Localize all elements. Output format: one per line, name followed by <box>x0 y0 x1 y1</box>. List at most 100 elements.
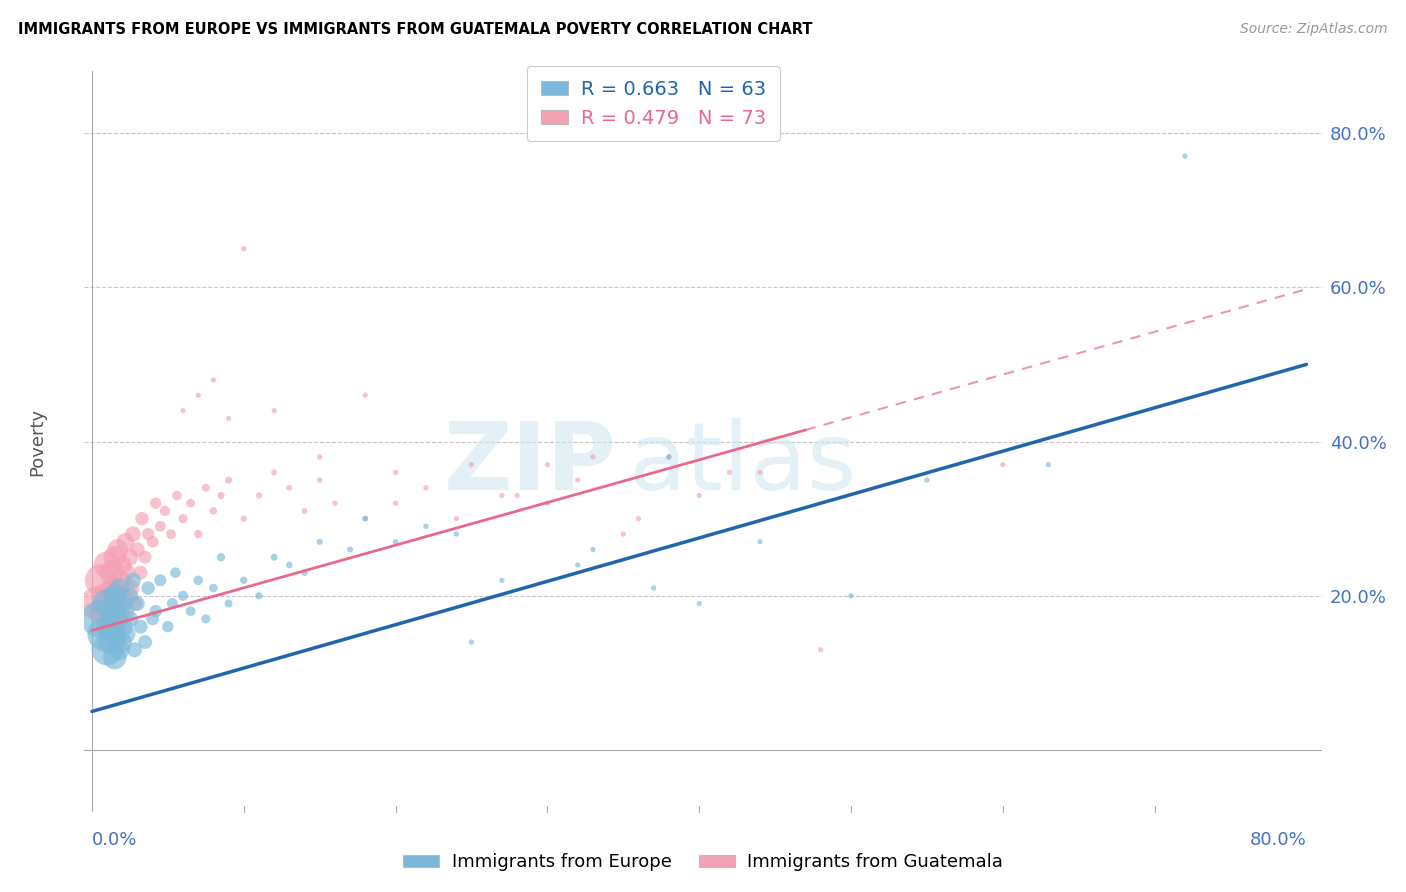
Point <box>839 589 862 603</box>
Point <box>308 534 330 549</box>
Point <box>98 619 121 633</box>
Point <box>105 597 128 611</box>
Point <box>810 642 832 657</box>
Point <box>582 542 605 557</box>
Point <box>658 450 681 464</box>
Point <box>278 481 301 495</box>
Point <box>384 534 406 549</box>
Point <box>187 527 209 541</box>
Point <box>166 489 188 503</box>
Point <box>160 527 183 541</box>
Point <box>643 581 665 595</box>
Point <box>294 504 316 518</box>
Point <box>748 466 770 480</box>
Point <box>111 597 134 611</box>
Point <box>415 519 437 533</box>
Point <box>134 635 156 649</box>
Text: IMMIGRANTS FROM EUROPE VS IMMIGRANTS FROM GUATEMALA POVERTY CORRELATION CHART: IMMIGRANTS FROM EUROPE VS IMMIGRANTS FRO… <box>18 22 813 37</box>
Point <box>104 550 127 565</box>
Point <box>129 619 152 633</box>
Point <box>112 619 135 633</box>
Point <box>202 373 225 387</box>
Point <box>658 450 681 464</box>
Point <box>232 511 254 525</box>
Point <box>142 534 165 549</box>
Point <box>149 574 172 588</box>
Point <box>1038 458 1060 472</box>
Point <box>96 597 118 611</box>
Point <box>100 635 122 649</box>
Text: Poverty: Poverty <box>28 408 46 475</box>
Point <box>506 489 529 503</box>
Point <box>536 458 558 472</box>
Point <box>1174 149 1197 163</box>
Point <box>582 450 605 464</box>
Point <box>612 527 634 541</box>
Point <box>354 388 377 402</box>
Point <box>115 566 138 580</box>
Point <box>202 581 225 595</box>
Point <box>134 550 156 565</box>
Point <box>111 635 134 649</box>
Point <box>172 589 194 603</box>
Point <box>90 574 112 588</box>
Point <box>89 612 111 626</box>
Point <box>232 574 254 588</box>
Point <box>93 604 115 618</box>
Point <box>120 581 142 595</box>
Point <box>627 511 650 525</box>
Point <box>149 519 172 533</box>
Point <box>98 619 121 633</box>
Point <box>748 534 770 549</box>
Point <box>194 481 217 495</box>
Point <box>172 403 194 417</box>
Point <box>131 511 153 525</box>
Point <box>688 489 710 503</box>
Point <box>354 511 377 525</box>
Point <box>142 612 165 626</box>
Point <box>263 550 285 565</box>
Point <box>93 627 115 641</box>
Point <box>124 642 146 657</box>
Point <box>187 574 209 588</box>
Point <box>145 604 167 618</box>
Point <box>209 489 232 503</box>
Point <box>129 566 152 580</box>
Point <box>104 650 127 665</box>
Point <box>100 566 122 580</box>
Point <box>263 466 285 480</box>
Point <box>263 403 285 417</box>
Point <box>202 504 225 518</box>
Point <box>308 450 330 464</box>
Point <box>915 473 938 487</box>
Point <box>460 458 482 472</box>
Point <box>96 558 118 572</box>
Point <box>136 581 159 595</box>
Point <box>991 458 1014 472</box>
Point <box>136 527 159 541</box>
Point <box>491 574 513 588</box>
Point <box>446 527 468 541</box>
Point <box>218 473 240 487</box>
Point <box>172 511 194 525</box>
Point <box>118 589 141 603</box>
Point <box>384 496 406 510</box>
Point <box>323 496 346 510</box>
Point <box>446 511 468 525</box>
Point <box>567 558 589 572</box>
Point <box>96 589 118 603</box>
Point <box>153 504 176 518</box>
Text: atlas: atlas <box>628 417 858 509</box>
Point <box>491 489 513 503</box>
Point <box>122 574 145 588</box>
Point <box>87 597 110 611</box>
Point <box>567 473 589 487</box>
Point <box>127 597 149 611</box>
Point <box>278 558 301 572</box>
Text: 0.0%: 0.0% <box>91 831 138 849</box>
Point <box>247 489 270 503</box>
Point <box>187 388 209 402</box>
Point <box>104 589 127 603</box>
Point <box>111 558 134 572</box>
Point <box>194 612 217 626</box>
